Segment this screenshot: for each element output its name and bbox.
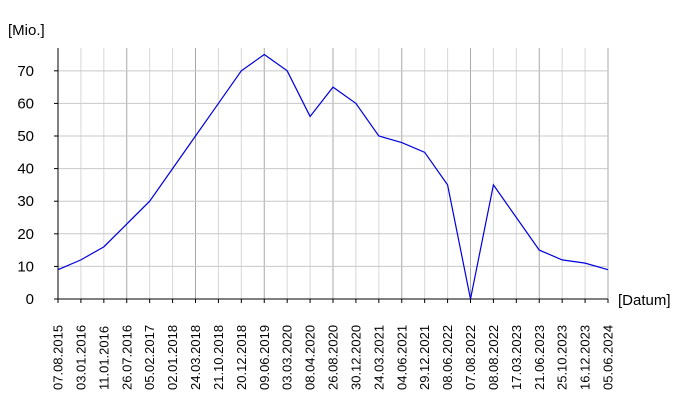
x-tick-label: 07.08.2015 (51, 325, 66, 390)
y-tick-labels: 0 10 20 30 40 50 60 70 (17, 63, 34, 308)
x-tick-label: 08.06.2022 (440, 325, 455, 390)
x-tick-label: 26.08.2020 (326, 325, 341, 390)
x-tick-label: 09.06.2019 (257, 325, 272, 390)
x-tick-label: 11.01.2016 (96, 326, 111, 390)
x-tick-label: 07.08.2022 (463, 325, 478, 390)
y-tick-label: 60 (17, 95, 34, 112)
y-tick-label: 20 (17, 226, 34, 243)
x-tick-label: 29.12.2021 (417, 325, 432, 390)
x-axis-label: [Datum] (618, 292, 671, 309)
x-tick-label: 16.12.2023 (578, 325, 593, 390)
x-tick-label: 17.03.2023 (509, 325, 524, 390)
y-tick-label: 0 (26, 291, 34, 308)
x-tick-label: 02.01.2018 (165, 325, 180, 390)
x-tick-label: 04.06.2021 (394, 325, 409, 390)
x-tick-label: 24.03.2018 (188, 325, 203, 390)
x-tick-label: 05.06.2024 (601, 325, 616, 390)
x-tick-label: 03.03.2020 (280, 325, 295, 390)
x-tick-label: 30.12.2020 (348, 325, 363, 390)
y-tick-label: 10 (17, 258, 34, 275)
x-tick-labels: 07.08.2015 03.01.2016 11.01.2016 26.07.2016… (51, 325, 616, 390)
y-tick-label: 40 (17, 161, 34, 178)
x-tick-label: 26.07.2016 (119, 325, 134, 390)
series-line (57, 53, 609, 300)
x-tick-label: 25.10.2023 (555, 325, 570, 390)
x-tick-label: 21.06.2023 (532, 325, 547, 390)
x-tick-label: 05.02.2017 (142, 325, 157, 390)
x-tick-label: 08.04.2020 (303, 325, 318, 390)
y-tick-label: 50 (17, 128, 34, 145)
y-tick-label: 70 (17, 63, 34, 80)
tick-marks (54, 70, 609, 303)
y-tick-label: 30 (17, 193, 34, 210)
y-axis-label: [Mio.] (8, 22, 45, 39)
grid-lines (57, 48, 609, 299)
x-tick-label: 24.03.2021 (371, 325, 386, 390)
x-tick-label: 03.01.2016 (73, 325, 88, 390)
x-tick-label: 20.12.2018 (234, 325, 249, 390)
series-layer (57, 53, 609, 300)
x-tick-label: 08.08.2022 (486, 325, 501, 390)
x-tick-label: 21.10.2018 (211, 325, 226, 390)
